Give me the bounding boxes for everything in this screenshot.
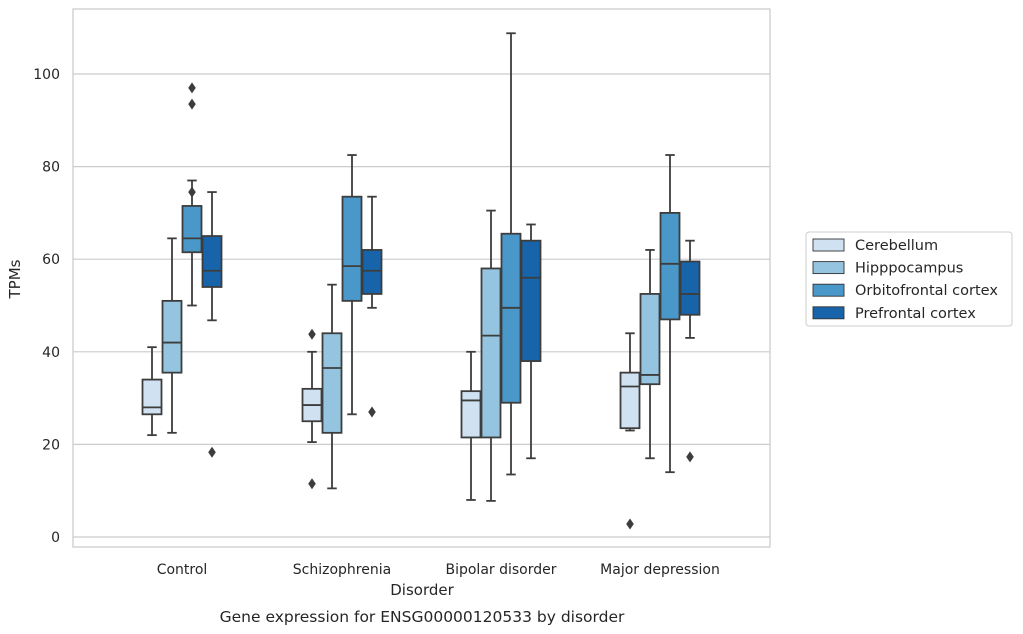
box-plot [161,237,183,434]
y-tick-label: 40 [42,345,60,361]
box-iqr [181,205,203,254]
outlier-point [208,446,216,458]
box-iqr [659,211,681,321]
box-iqr [480,267,502,439]
legend: Cerebellum Hipppocampus Orbitofrontal cort… [805,231,1013,327]
box-iqr [679,260,701,316]
box-plot [520,223,542,460]
y-tick-label: 100 [33,67,60,83]
outlier-point [308,478,316,490]
box-plot [141,346,163,437]
box-plot [181,82,203,307]
outlier-point [686,451,694,463]
outlier-point [308,328,316,340]
box-iqr [500,232,522,404]
y-tick-label: 0 [51,530,60,546]
plot-frame [72,8,771,548]
outlier-point [188,82,196,94]
box-iqr [201,235,223,288]
box-iqr [161,299,183,374]
x-tick-label: Major depression [600,562,720,578]
legend-frame [805,231,1013,327]
box-plot [500,32,522,476]
outlier-point [626,518,634,530]
box-iqr [321,332,343,434]
chart-caption: Gene expression for ENSG00000120533 by d… [220,608,625,626]
x-axis-ticks: Control Schizophrenia Bipolar disorder Majo… [157,562,720,578]
legend-label: Hipppocampus [855,261,963,277]
x-tick-label: Bipolar disorder [445,562,556,578]
gridlines [73,73,770,538]
outlier-point [368,406,376,418]
box-plot [361,195,383,418]
outlier-point [188,98,196,110]
box-plot [460,350,482,501]
legend-swatch [812,283,845,297]
y-tick-label: 80 [42,160,60,176]
box-plot [301,328,323,490]
box-plot [659,154,681,474]
box-plot [321,283,343,490]
x-axis-title: Disorder [390,581,454,599]
outlier-point [188,186,196,198]
legend-swatch [812,261,845,275]
box-iqr [619,371,641,430]
box-plot [639,249,661,460]
box-plot [480,209,502,502]
box-plot [201,191,223,458]
box-iqr [520,239,542,362]
legend-label: Prefrontal cortex [855,306,976,322]
legend-swatch [812,238,845,252]
y-tick-label: 20 [42,437,60,453]
box-iqr [141,378,163,416]
legend-swatch [812,306,845,320]
x-tick-label: Schizophrenia [293,562,391,578]
y-tick-label: 60 [42,252,60,268]
box-plots [141,32,701,530]
box-plot [619,332,641,530]
y-axis-ticks: 0 20 40 60 80 100 [33,67,60,546]
legend-label: Cerebellum [855,238,938,254]
box-iqr [639,293,661,386]
box-iqr [361,249,383,295]
box-plot [679,239,701,463]
y-axis-title: TPMs [6,259,24,299]
box-iqr [460,390,482,439]
legend-label: Orbitofrontal cortex [855,283,998,299]
box-plot [341,154,363,416]
box-iqr [341,195,363,302]
x-tick-label: Control [157,562,208,578]
